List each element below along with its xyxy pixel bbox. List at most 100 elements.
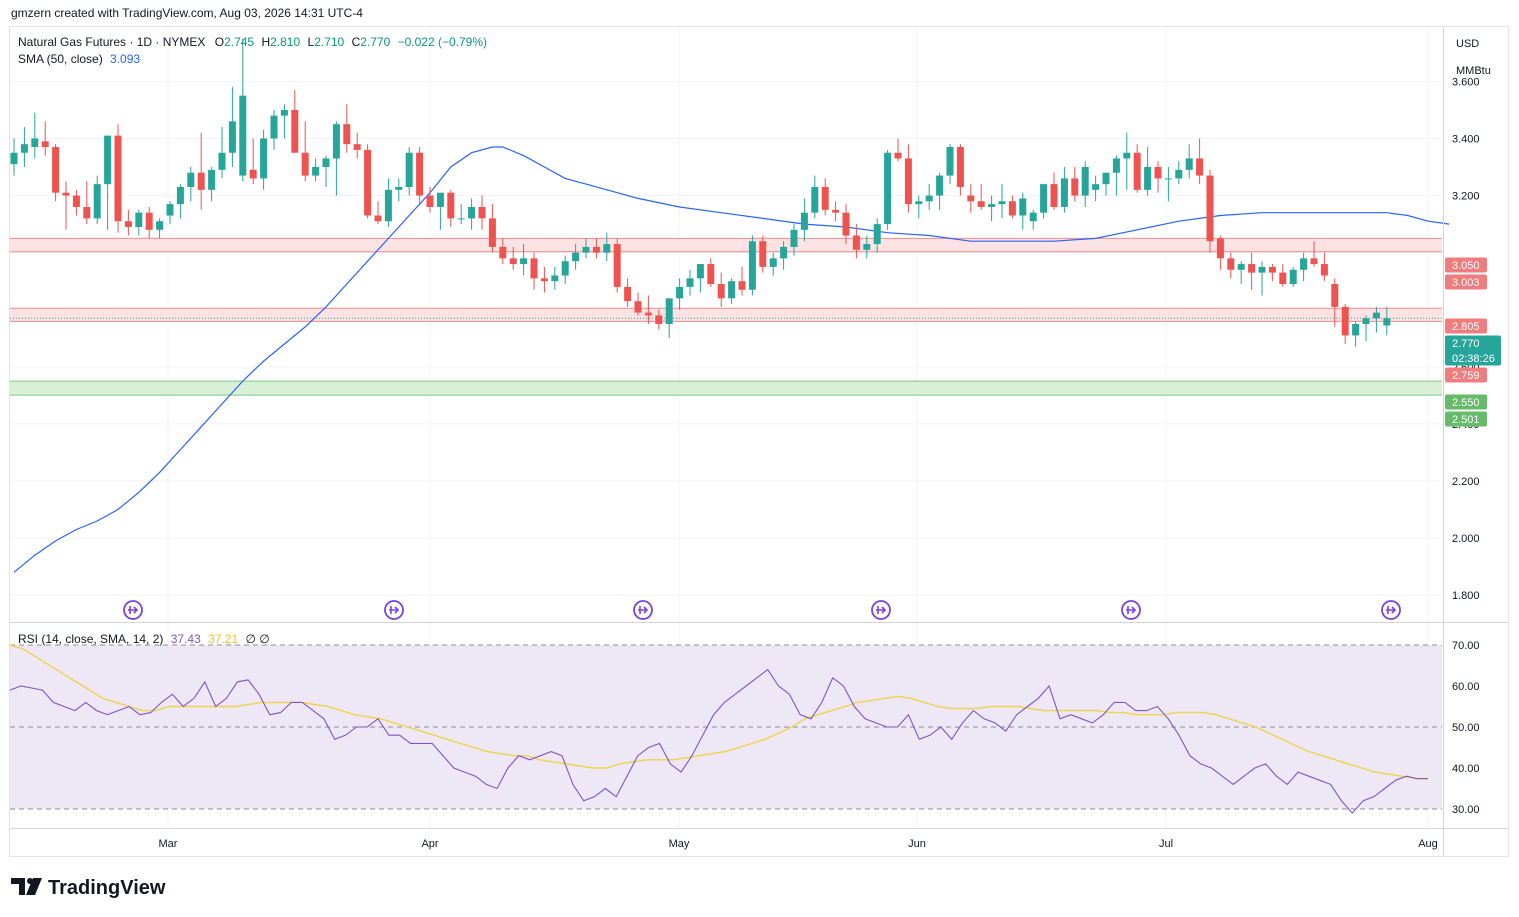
- sma-label[interactable]: SMA (50, close): [18, 52, 103, 66]
- candle-body: [1216, 238, 1224, 259]
- candle-body: [998, 201, 1006, 205]
- candle: [592, 238, 600, 259]
- arrow-right-circle-icon[interactable]: [1121, 600, 1141, 620]
- candle: [249, 138, 257, 185]
- candle-body: [1102, 172, 1110, 185]
- candle: [10, 138, 18, 176]
- candle-body: [1383, 318, 1391, 326]
- candle-body: [842, 212, 850, 236]
- candle-body: [156, 221, 164, 230]
- candle: [1123, 132, 1131, 190]
- candle: [405, 147, 413, 196]
- candle-body: [894, 152, 902, 159]
- events[interactable]: [123, 600, 1401, 620]
- price-label-bg: [1445, 411, 1487, 427]
- candle: [353, 132, 361, 159]
- candle-body: [696, 264, 704, 279]
- price-tick-label: 3.600: [1452, 76, 1480, 88]
- candle: [260, 129, 268, 190]
- candle-body: [520, 258, 528, 265]
- candle: [436, 192, 444, 230]
- arrow-right-circle-icon[interactable]: [871, 600, 891, 620]
- high-label: H: [261, 35, 271, 49]
- event-arrow: [389, 606, 400, 614]
- event-arrow: [1386, 606, 1397, 614]
- candle: [936, 172, 944, 210]
- candle-body: [20, 144, 28, 153]
- candle: [613, 238, 621, 293]
- candle: [530, 252, 538, 290]
- candle: [1216, 235, 1224, 270]
- candle-body: [301, 152, 309, 176]
- candle: [863, 235, 871, 259]
- candle: [728, 278, 736, 305]
- candle-body: [540, 278, 548, 282]
- candle-body: [832, 209, 840, 213]
- candle: [395, 178, 403, 202]
- candle: [447, 189, 455, 227]
- candle: [291, 89, 299, 153]
- candle: [603, 232, 611, 262]
- candle-body: [72, 195, 80, 207]
- candle-body: [707, 264, 715, 285]
- rsi-tick-label: 60.00: [1452, 681, 1480, 693]
- sma-value: 3.093: [110, 52, 141, 66]
- candle-body: [717, 284, 725, 299]
- candle: [540, 266, 548, 293]
- candle: [1029, 209, 1037, 230]
- resistance-zone: [10, 238, 1442, 252]
- candle-body: [62, 192, 70, 196]
- arrow-right-circle-icon[interactable]: [123, 600, 143, 620]
- candle-body: [904, 158, 912, 205]
- candle: [280, 104, 288, 139]
- candle-body: [509, 258, 517, 265]
- rsi-label[interactable]: RSI (14, close, SMA, 14, 2): [18, 632, 164, 646]
- arrow-right-circle-icon[interactable]: [384, 600, 404, 620]
- candle: [1071, 167, 1079, 202]
- candle-body: [1133, 152, 1141, 190]
- arrow-right-circle-icon[interactable]: [1381, 600, 1401, 620]
- resistance-price-label: 2.759: [1445, 367, 1487, 383]
- candle: [1102, 172, 1110, 196]
- close-value: 2.770: [360, 35, 391, 49]
- price-label-bg: [1445, 367, 1487, 383]
- candle: [644, 295, 652, 324]
- candle-body: [925, 195, 933, 202]
- candle-body: [332, 124, 340, 159]
- candle-body: [124, 221, 132, 227]
- candle-body: [790, 229, 798, 247]
- candle: [1019, 192, 1027, 230]
- resistance-zone: [10, 308, 1442, 322]
- symbol-title[interactable]: Natural Gas Futures · 1D · NYMEX: [18, 35, 206, 49]
- candle: [832, 201, 840, 222]
- candle: [1237, 261, 1245, 285]
- unit-label[interactable]: MMBtu: [1456, 65, 1491, 77]
- candle-body: [447, 192, 455, 219]
- arrow-right-circle-icon[interactable]: [633, 600, 653, 620]
- candle-body: [1164, 178, 1172, 180]
- candle-body: [1081, 167, 1089, 196]
- support-price-label: 2.550: [1445, 394, 1487, 410]
- candle-body: [218, 152, 226, 170]
- candle: [894, 138, 902, 162]
- candle-body: [1154, 167, 1162, 179]
- candle: [707, 258, 715, 287]
- candle-body: [405, 152, 413, 187]
- candle-body: [416, 152, 424, 196]
- low-label: L: [307, 35, 315, 49]
- candle: [686, 269, 694, 296]
- candle-body: [863, 244, 871, 250]
- candle: [1144, 147, 1152, 196]
- candle: [998, 184, 1006, 219]
- candle-body: [197, 172, 205, 190]
- candle: [1008, 195, 1016, 219]
- candle: [551, 266, 559, 290]
- candle-body: [655, 315, 663, 324]
- time-tick-label: Mar: [159, 838, 178, 850]
- currency-label[interactable]: USD: [1456, 38, 1479, 50]
- candle-body: [811, 186, 819, 213]
- candle: [811, 175, 819, 219]
- candle-body: [488, 218, 496, 247]
- candle-body: [41, 141, 49, 148]
- rsi-value: 37.43: [170, 632, 201, 646]
